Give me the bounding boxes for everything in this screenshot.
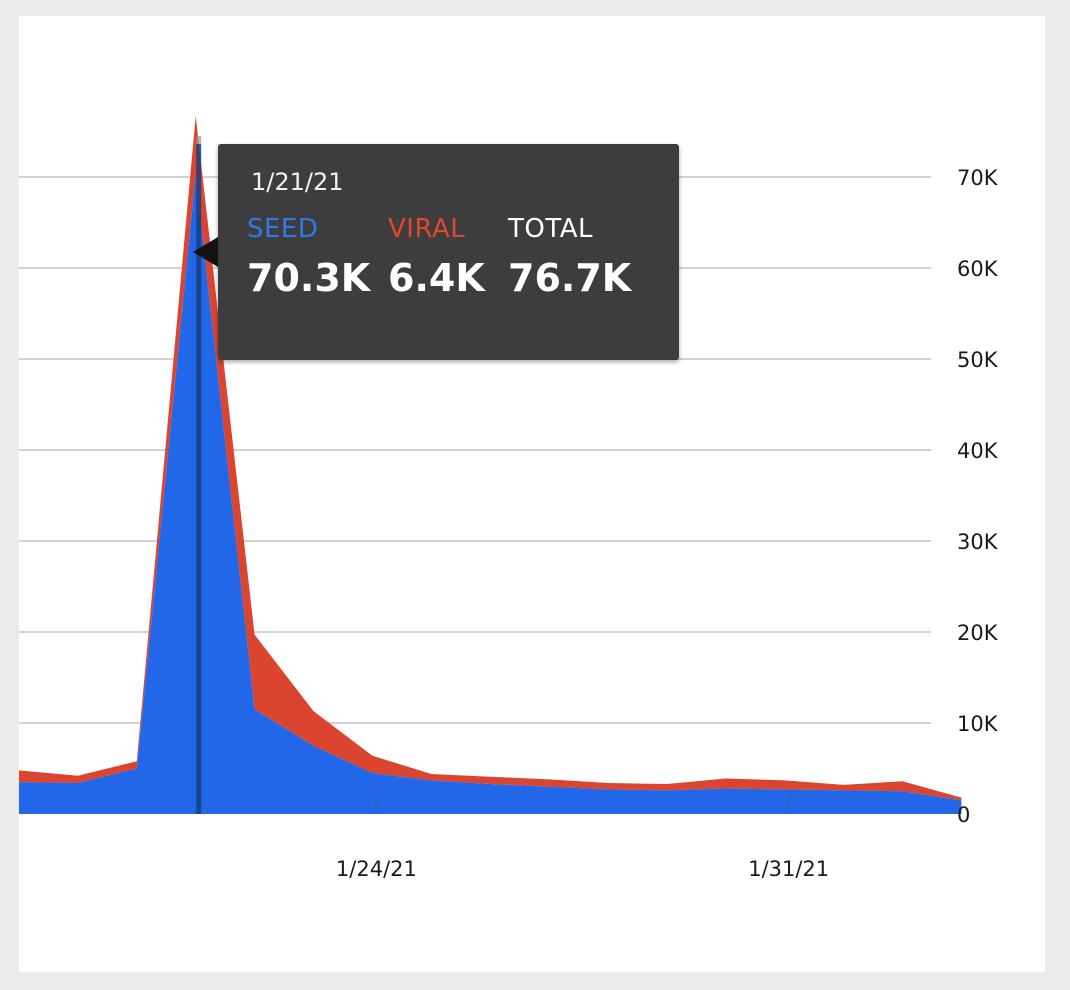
y-tick-label: 10K <box>957 712 999 736</box>
y-tick-label: 20K <box>957 621 999 645</box>
y-tick-label: 0 <box>957 803 970 827</box>
chart-areas <box>19 116 962 814</box>
x-tick-label: 1/31/21 <box>748 857 829 881</box>
x-tick-label: 1/24/21 <box>336 857 417 881</box>
tooltip-viral-value: 6.4K <box>388 256 485 300</box>
y-tick-label: 40K <box>957 439 999 463</box>
x-axis: 1/24/21 1/31/21 <box>336 794 829 881</box>
tooltip-seed-value: 70.3K <box>247 256 371 300</box>
chart-tooltip: 1/21/21 SEED 70.3K VIRAL 6.4K TOTAL 76.7… <box>193 144 679 360</box>
y-tick-label: 70K <box>957 166 999 190</box>
y-tick-label: 60K <box>957 257 999 281</box>
tooltip-viral: VIRAL 6.4K <box>388 214 485 300</box>
y-tick-label: 50K <box>957 348 999 372</box>
tooltip-pointer <box>193 237 218 267</box>
tooltip-seed-label: SEED <box>247 214 319 244</box>
area-chart[interactable]: 1/24/21 1/31/21 0 10K 20K 30K 40K 50K 60K 70K <box>19 16 1045 972</box>
tooltip-total-label: TOTAL <box>508 214 593 244</box>
y-tick-label: 30K <box>957 530 999 554</box>
chart-card: 1/24/21 1/31/21 0 10K 20K 30K 40K 50K 60K 70K 1/… <box>19 16 1045 972</box>
y-axis: 0 10K 20K 30K 40K 50K 60K 70K <box>957 166 999 827</box>
tooltip-total-value: 76.7K <box>508 256 632 300</box>
seed-area <box>19 174 962 814</box>
tooltip-seed: SEED 70.3K <box>247 214 370 300</box>
tooltip-total: TOTAL 76.7K <box>508 214 631 300</box>
tooltip-viral-label: VIRAL <box>388 214 466 244</box>
tooltip-date: 1/21/21 <box>251 168 344 196</box>
